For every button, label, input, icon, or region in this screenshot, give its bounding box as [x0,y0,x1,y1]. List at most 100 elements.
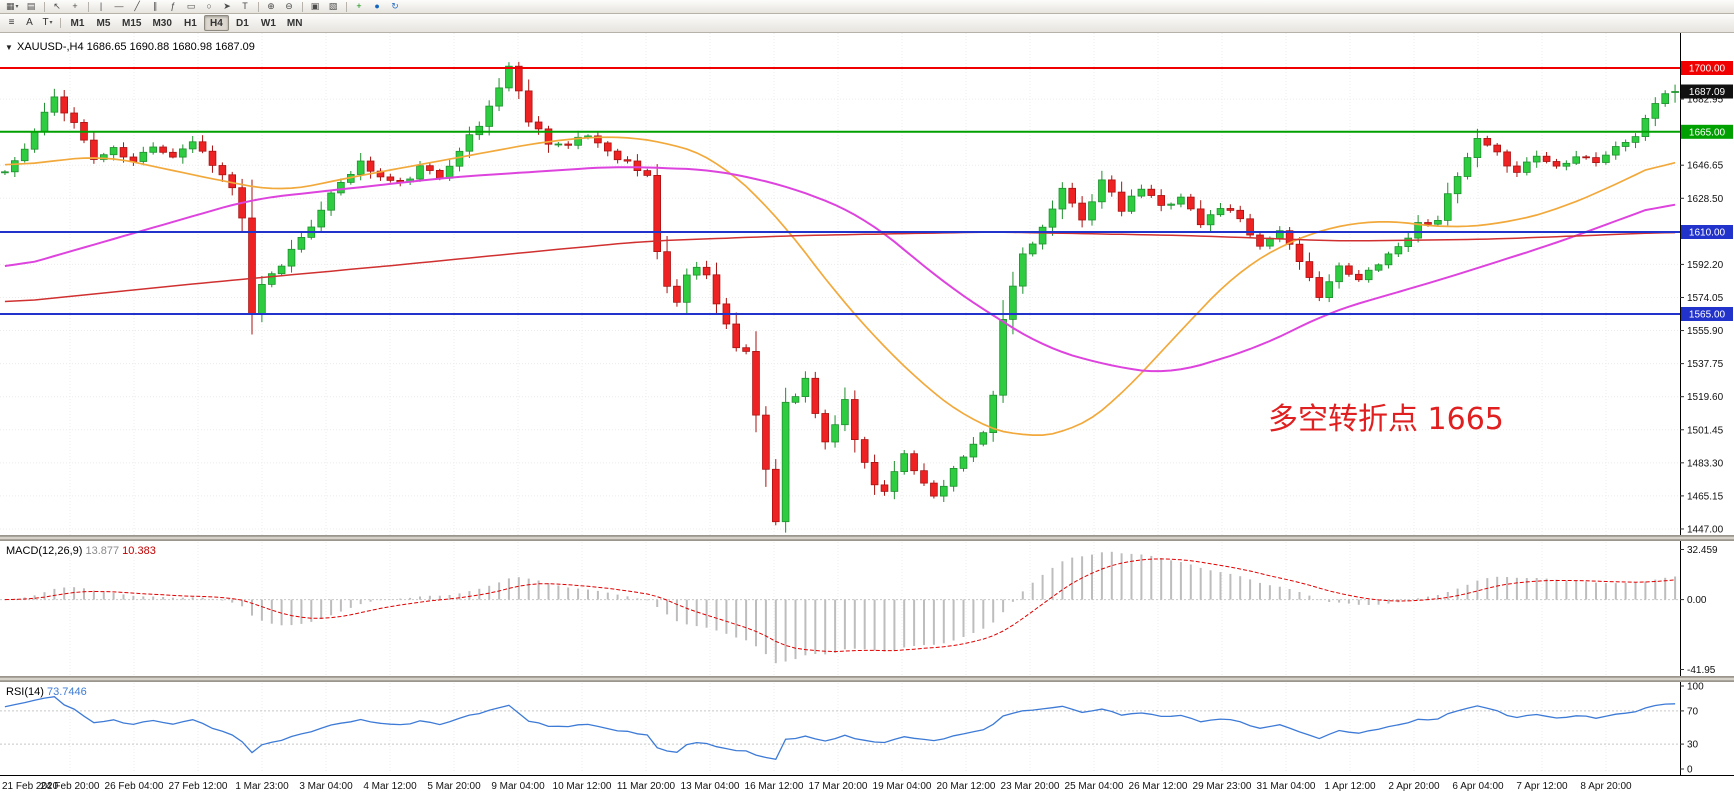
timeframe-button-m15[interactable]: M15 [117,15,146,31]
time-label: 10 Mar 12:00 [552,781,612,792]
caret-icon: ▾ [49,20,53,26]
equidistant-channel-button[interactable]: ∥ [147,1,164,13]
price-scale[interactable]: 1682.95 1646.65 1628.50 1592.20 1574.05 1555.… [1680,95,1724,536]
insert-text-icon: A [26,17,33,28]
time-label: 24 Feb 20:00 [40,781,100,792]
time-label: 6 Apr 04:00 [1452,781,1504,792]
time-label: 26 Mar 12:00 [1128,781,1188,792]
svg-text:30: 30 [1687,740,1699,751]
new-chart-button[interactable]: ▦ ▾ [3,1,22,13]
annotation-text[interactable]: 多空转折点 1665 [1268,402,1504,437]
price-badge-1700.00: 1700.00 [1681,61,1733,75]
price-badge-1610.00: 1610.00 [1681,225,1733,239]
timeframe-button-d1[interactable]: D1 [230,15,255,31]
toolbar-separator [345,1,347,12]
toolbar-secondary: ≡ A T ▾ M1 M5 M15 M30 H1 H4 D1 W1 MN [0,14,1734,33]
trendline-button[interactable]: ╱ [129,1,146,13]
refresh-icon: ↻ [391,1,399,11]
svg-text:1519.60: 1519.60 [1687,392,1724,403]
zoom-out-button[interactable]: ⊖ [281,1,298,13]
crosshair-icon: + [72,1,78,11]
time-label: 20 Mar 12:00 [936,781,996,792]
ellipse-shape-button[interactable]: ○ [201,1,218,13]
cascade-windows-icon: ▧ [328,1,338,11]
svg-text:1665.00: 1665.00 [1689,127,1726,138]
toolbar-separator [60,18,61,28]
svg-text:1447.00: 1447.00 [1687,524,1724,535]
panel-splitter-1[interactable] [0,536,1734,540]
chart-title: ▼ XAUUSD-,H4 1686.65 1690.88 1680.98 1687… [5,41,255,53]
chart-tools-group: ≡ A T ▾ [3,14,56,32]
timeframe-button-mn[interactable]: MN [282,15,308,31]
cursor-button[interactable]: ↖ [49,1,66,13]
zoom-in-icon: ⊕ [267,1,275,11]
ellipse-shape-icon: ○ [206,1,212,11]
ma-fast-orange-line [4,136,1676,436]
timeframe-button-h1[interactable]: H1 [178,15,203,31]
ma-slow-red-line [4,231,1676,303]
chart-profiles-button[interactable]: ▤ [23,1,40,13]
timeframe-button-m30[interactable]: M30 [147,15,176,31]
svg-text:100: 100 [1687,682,1704,693]
time-label: 7 Apr 12:00 [1516,781,1568,792]
cascade-windows-button[interactable]: ▧ [325,1,342,13]
timeframe-button-w1[interactable]: W1 [256,15,281,31]
time-label: 13 Mar 04:00 [680,781,740,792]
rsi-line [4,696,1676,761]
zoom-in-button[interactable]: ⊕ [263,1,280,13]
price-badge-1687.09: 1687.09 [1681,84,1733,99]
symbol-dropdown-icon[interactable]: ▼ [5,43,13,52]
add-indicator-button[interactable]: + [351,1,368,13]
macd-panel-canvas[interactable]: 32.459 0.00 -41.95 MACD(12,26,9) 13.877 10.… [0,540,1734,677]
macd-panel: 32.459 0.00 -41.95 MACD(12,26,9) 13.877 10.… [0,540,1734,677]
time-label: 2 Apr 20:00 [1388,781,1440,792]
horizontal-line-button[interactable]: ― [111,1,128,13]
arrow-object-icon: ➤ [223,1,231,11]
equidistant-channel-icon: ∥ [152,1,158,11]
price-badge-1665.00: 1665.00 [1681,124,1733,139]
timeframe-button-m1[interactable]: M1 [65,15,90,31]
arrow-object-button[interactable]: ➤ [219,1,236,13]
refresh-button[interactable]: ↻ [387,1,404,13]
svg-text:1555.90: 1555.90 [1687,326,1724,337]
time-label: 8 Apr 20:00 [1580,781,1632,792]
rectangle-shape-button[interactable]: ▭ [183,1,200,13]
main-chart-canvas[interactable]: 1682.95 1646.65 1628.50 1592.20 1574.05 1555.… [0,33,1734,536]
time-label: 23 Mar 20:00 [1000,781,1060,792]
vertical-line-button[interactable]: | [93,1,110,13]
chart-list-button[interactable]: ≡ [3,16,20,31]
svg-text:0: 0 [1687,765,1693,776]
insert-text-button[interactable]: A [21,16,38,31]
rsi-panel-canvas[interactable]: 100 70 30 0 RSI(14) 73.7446 [0,681,1734,775]
tile-windows-button[interactable]: ▣ [307,1,324,13]
svg-text:1565.00: 1565.00 [1689,309,1726,320]
svg-text:32.459: 32.459 [1687,545,1718,556]
caret-icon: ▾ [15,3,19,10]
timeframe-button-h4[interactable]: H4 [203,15,229,31]
panel-splitter-2[interactable] [0,677,1734,681]
time-label: 17 Mar 20:00 [808,781,868,792]
time-axis[interactable]: 21 Feb 2020 24 Feb 20:00 26 Feb 04:00 27 Fe… [0,775,1734,797]
price-badge-1565.00: 1565.00 [1681,307,1733,321]
candlesticks [1,61,1679,533]
rsi-panel: 100 70 30 0 RSI(14) 73.7446 [0,681,1734,775]
time-label: 31 Mar 04:00 [1256,781,1316,792]
toolbar-separator [87,1,89,12]
text-object-button[interactable]: T [237,1,254,13]
time-label: 27 Feb 12:00 [168,781,228,792]
timeframe-button-m5[interactable]: M5 [91,15,116,31]
timeframe-group: M1 M5 M15 M30 H1 H4 D1 W1 MN [65,14,307,32]
svg-text:1646.65: 1646.65 [1687,161,1724,172]
time-label: 1 Apr 12:00 [1324,781,1376,792]
time-label: 19 Mar 04:00 [872,781,932,792]
fibonacci-button[interactable]: ƒ [165,1,182,13]
navigator-globe-button[interactable]: ● [369,1,386,13]
zoom-out-icon: ⊖ [285,1,293,11]
draw-style-button[interactable]: T ▾ [39,16,56,31]
vertical-line-icon: | [99,1,103,11]
crosshair-button[interactable]: + [67,1,84,13]
svg-text:1537.75: 1537.75 [1687,359,1724,370]
toolbar-main: ▦ ▾ ▤ ↖ + | ― ╱ ∥ ƒ ▭ ○ ➤ T ⊕ ⊖ ▣ ▧ + ● ↻ [0,0,1734,14]
time-label: 25 Mar 04:00 [1064,781,1124,792]
